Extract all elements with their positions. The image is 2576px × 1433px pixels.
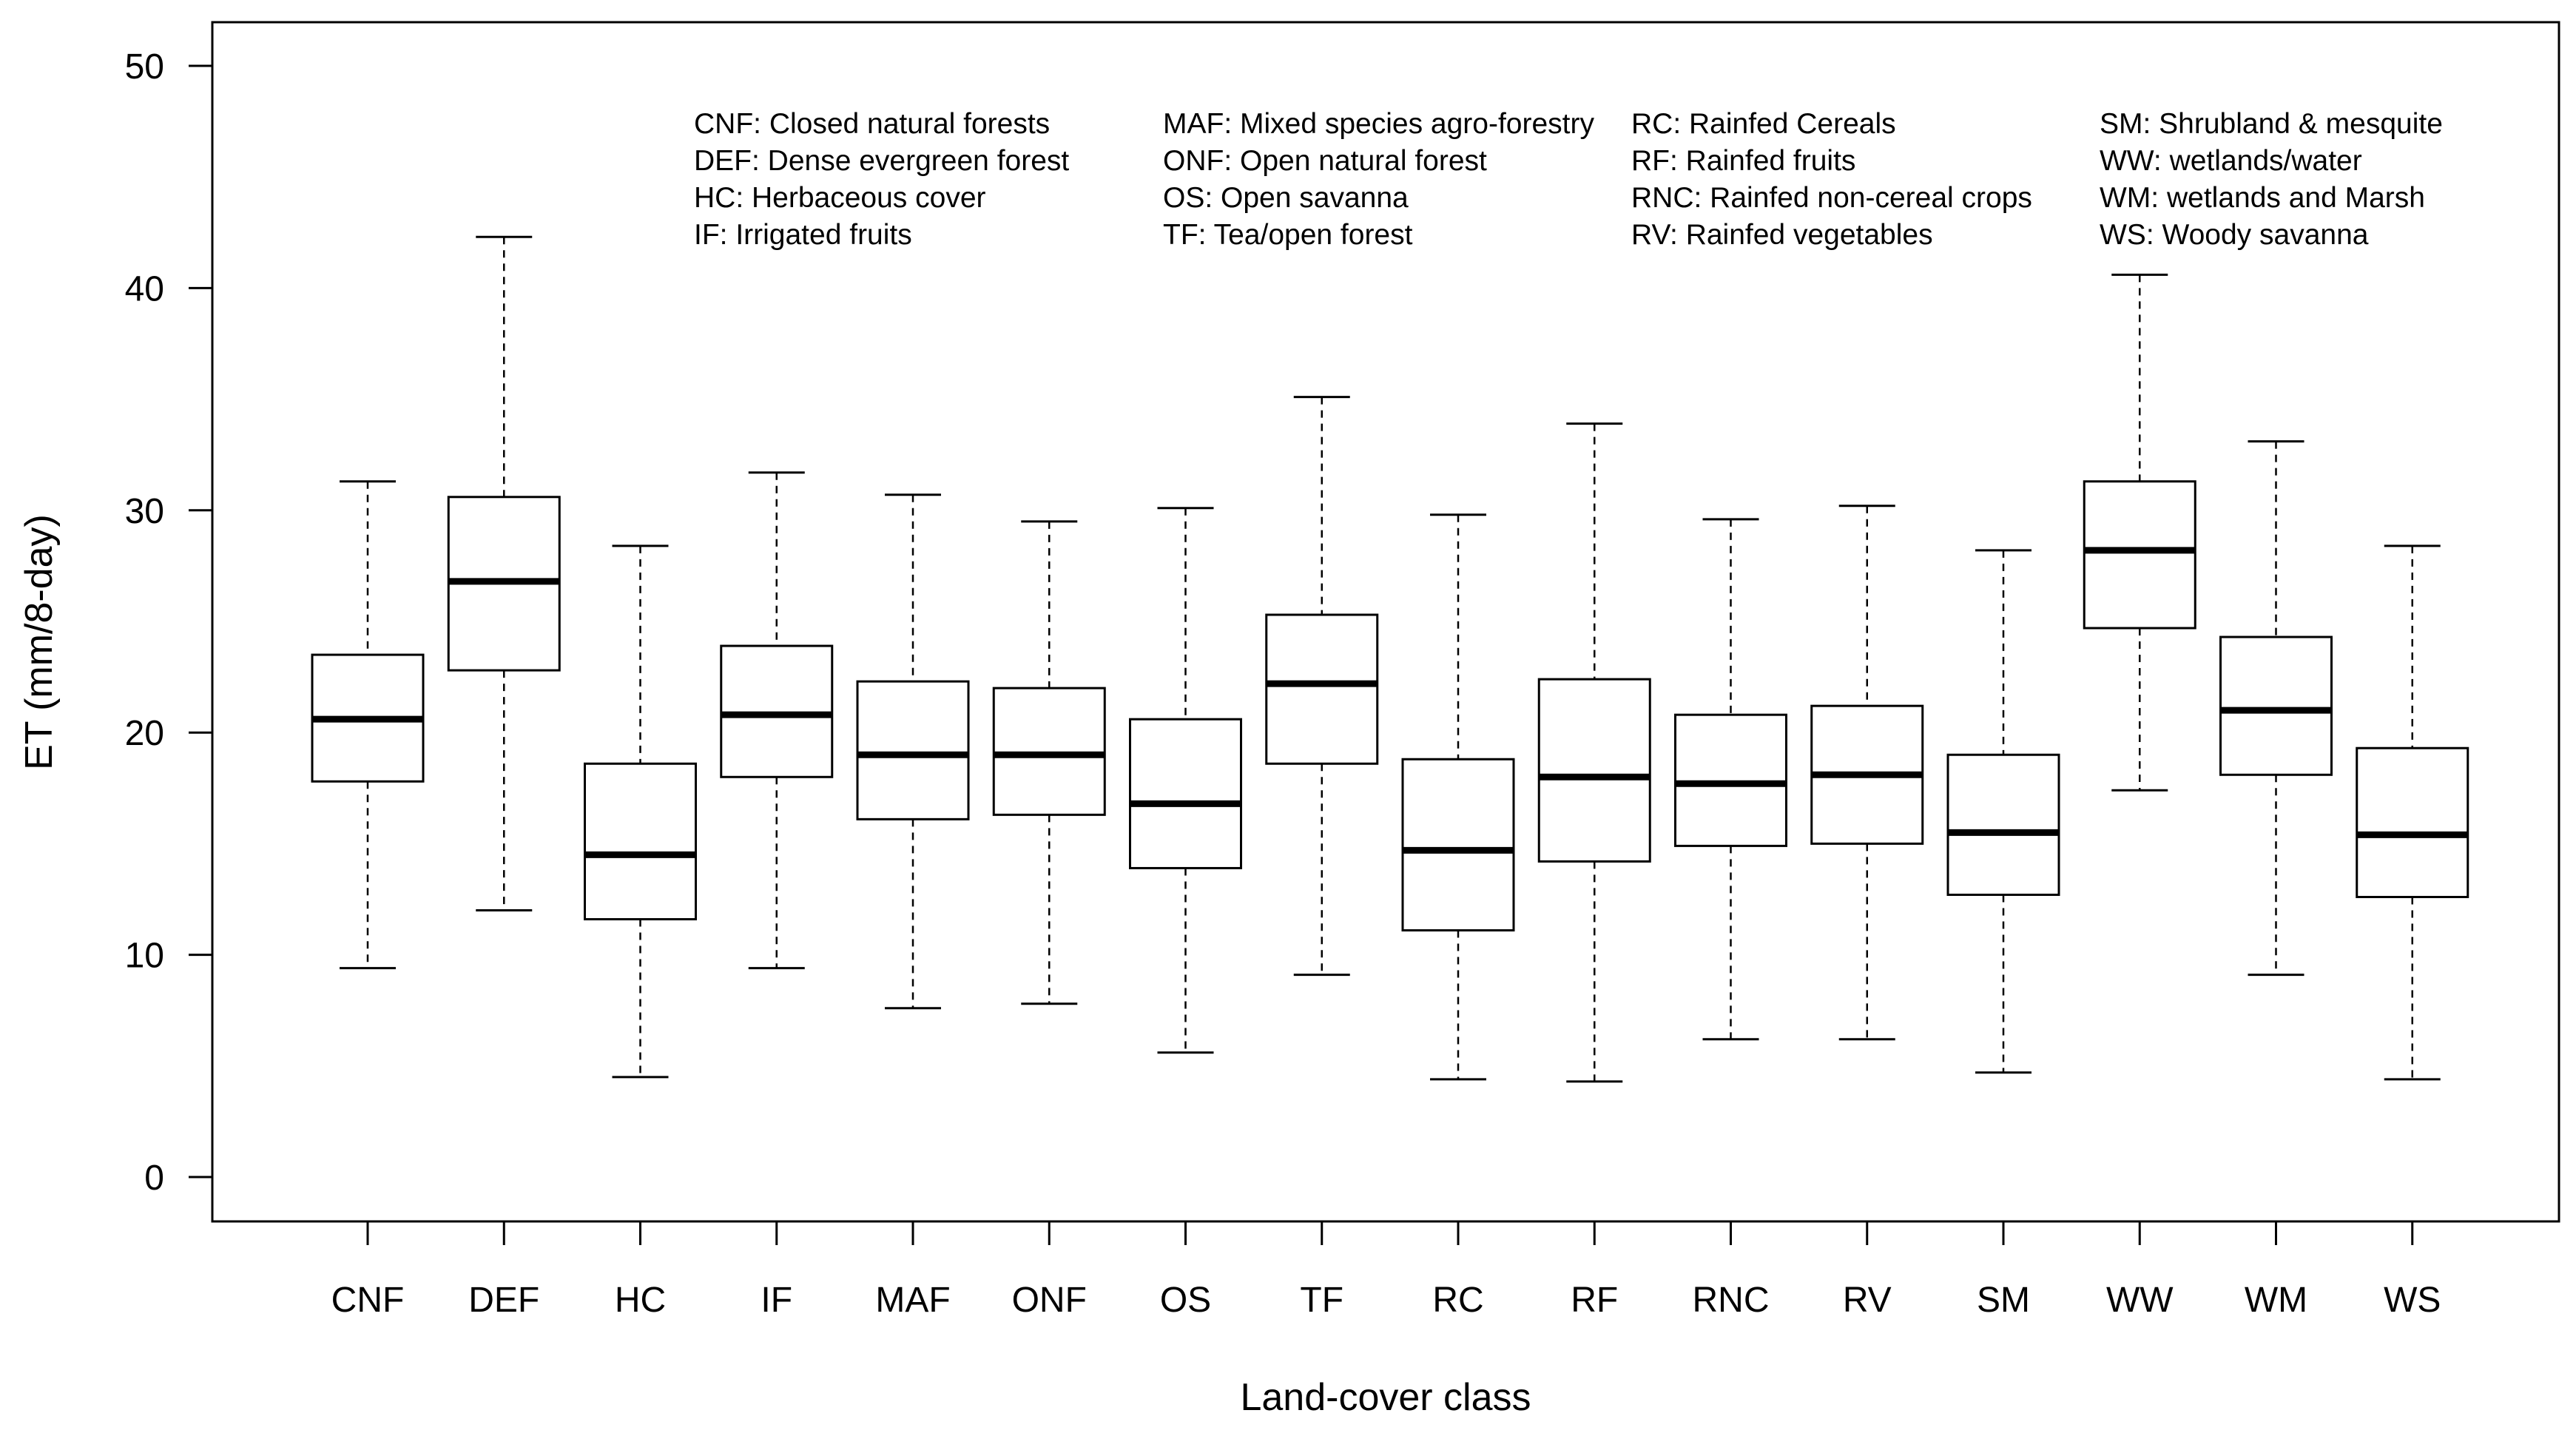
legend-entry: WS: Woody savanna: [2100, 219, 2369, 251]
y-tick-label: 30: [125, 492, 164, 531]
box-tf: [1265, 396, 1379, 977]
box-os: [1129, 507, 1242, 1054]
boxplot-series: [311, 235, 2469, 1083]
box-wm: [2219, 440, 2333, 977]
legend-entry: ONF: Open natural forest: [1163, 145, 1487, 177]
box-def: [447, 235, 561, 912]
x-tick-label: TF: [1300, 1281, 1343, 1320]
iqr-box: [1129, 718, 1242, 869]
x-axis-title: Land-cover class: [1240, 1376, 1531, 1419]
iqr-box: [584, 762, 697, 921]
x-tick-label: IF: [761, 1281, 792, 1320]
box-maf: [856, 493, 970, 1010]
iqr-box: [1401, 758, 1515, 932]
iqr-box: [992, 687, 1106, 816]
legend-entry: RV: Rainfed vegetables: [1631, 219, 1933, 251]
y-tick-label: 40: [125, 269, 164, 308]
legend-entry: TF: Tea/open forest: [1163, 219, 1413, 251]
iqr-box: [1537, 678, 1651, 863]
iqr-box: [1674, 713, 1787, 847]
y-tick-label: 0: [144, 1159, 164, 1198]
legend-entry: DEF: Dense evergreen forest: [694, 145, 1069, 177]
iqr-box: [2356, 746, 2469, 898]
y-tick-label: 50: [125, 47, 164, 87]
box-rnc: [1674, 518, 1787, 1041]
box-if: [720, 471, 834, 970]
x-tick-label: RNC: [1693, 1281, 1770, 1320]
plot-frame: [211, 21, 2560, 1223]
iqr-box: [2083, 480, 2196, 630]
x-tick-label: DEF: [468, 1281, 539, 1320]
legend-entry: RF: Rainfed fruits: [1631, 145, 1855, 177]
x-tick-label: RF: [1571, 1281, 1618, 1320]
y-tick-label: 10: [125, 937, 164, 976]
x-tick-label: SM: [1977, 1281, 2030, 1320]
legend-entry: WW: wetlands/water: [2100, 145, 2362, 177]
x-tick-label: HC: [615, 1281, 666, 1320]
box-rv: [1810, 505, 1924, 1041]
x-axis: CNF DEF HC IF MAF ONF OS TF RC RF RNC RV SM WW WM WS: [331, 1221, 2441, 1320]
legend-entry: IF: Irrigated fruits: [694, 219, 912, 251]
x-tick-label: ONF: [1012, 1281, 1087, 1320]
y-axis-title: ET (mm/8-day): [18, 514, 61, 770]
x-tick-label: CNF: [331, 1281, 405, 1320]
legend-entry: SM: Shrubland & mesquite: [2100, 108, 2443, 140]
x-tick-label: MAF: [875, 1281, 950, 1320]
box-hc: [584, 544, 697, 1079]
box-ww: [2083, 273, 2196, 792]
y-axis: 0 10 20 30 40 50: [125, 47, 212, 1198]
x-tick-label: WM: [2245, 1281, 2307, 1320]
box-rf: [1537, 422, 1651, 1083]
legend: CNF: Closed natural forests DEF: Dense ev…: [694, 108, 2443, 251]
legend-entry: HC: Herbaceous cover: [694, 182, 986, 214]
box-ws: [2356, 544, 2469, 1081]
x-tick-label: RV: [1843, 1281, 1892, 1320]
legend-entry: RC: Rainfed Cereals: [1631, 108, 1896, 140]
legend-entry: RNC: Rainfed non-cereal crops: [1631, 182, 2032, 214]
iqr-box: [720, 644, 834, 778]
y-tick-label: 20: [125, 714, 164, 753]
legend-entry: OS: Open savanna: [1163, 182, 1409, 214]
x-tick-label: WW: [2106, 1281, 2174, 1320]
legend-entry: WM: wetlands and Marsh: [2100, 182, 2425, 214]
iqr-box: [1265, 613, 1379, 765]
box-onf: [992, 520, 1106, 1005]
box-rc: [1401, 513, 1515, 1081]
iqr-box: [1946, 753, 2060, 896]
box-cnf: [311, 480, 425, 970]
x-tick-label: OS: [1160, 1281, 1211, 1320]
x-tick-label: RC: [1432, 1281, 1483, 1320]
iqr-box: [856, 680, 970, 820]
x-tick-label: WS: [2384, 1281, 2441, 1320]
box-sm: [1946, 549, 2060, 1074]
legend-entry: MAF: Mixed species agro-forestry: [1163, 108, 1595, 140]
legend-entry: CNF: Closed natural forests: [694, 108, 1050, 140]
iqr-box: [2219, 635, 2333, 776]
